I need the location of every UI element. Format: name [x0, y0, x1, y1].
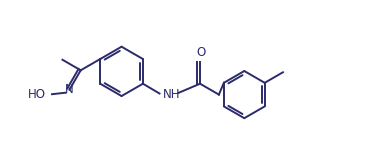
- Text: O: O: [197, 46, 206, 59]
- Text: N: N: [65, 83, 74, 96]
- Text: NH: NH: [162, 88, 180, 101]
- Text: HO: HO: [28, 88, 46, 101]
